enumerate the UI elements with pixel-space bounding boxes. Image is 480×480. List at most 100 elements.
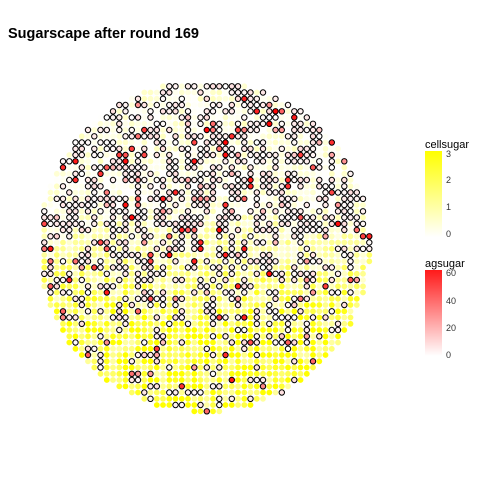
agent-point — [147, 170, 154, 178]
cell-point — [110, 170, 116, 177]
agent-point — [128, 114, 136, 121]
agent-point — [234, 170, 242, 178]
agent-point — [241, 283, 248, 290]
cell-point — [72, 345, 79, 352]
cell-point — [91, 227, 98, 233]
cell-point — [222, 395, 229, 402]
cell-point — [103, 120, 110, 127]
cell-point — [322, 270, 329, 277]
cell-point — [166, 345, 173, 352]
cell-point — [166, 202, 173, 208]
cell-point — [141, 314, 148, 321]
agent-point — [272, 233, 279, 240]
cell-point — [60, 295, 66, 302]
cell-point — [241, 320, 248, 327]
cell-point — [322, 277, 329, 283]
agent-point — [91, 239, 98, 246]
cell-point — [66, 195, 73, 202]
cell-point — [203, 164, 210, 171]
cell-point — [160, 327, 166, 333]
agent-point — [241, 133, 248, 140]
cell-point — [135, 264, 141, 271]
cell-point — [266, 339, 273, 346]
agent-point — [134, 226, 142, 234]
agent-point — [141, 239, 148, 246]
cell-point — [91, 339, 98, 346]
agent-point — [303, 258, 310, 265]
cell-point — [60, 214, 66, 221]
cell-point — [191, 370, 198, 377]
agent-point — [284, 195, 292, 203]
cell-point — [316, 289, 323, 296]
cell-point — [128, 195, 135, 202]
agent-point — [228, 376, 236, 384]
cell-point — [235, 333, 241, 340]
agent-point — [116, 301, 123, 309]
agent-point — [103, 139, 111, 146]
agent-point — [134, 214, 142, 221]
cell-point — [141, 252, 148, 258]
agent-point — [272, 258, 279, 265]
cell-point — [210, 252, 216, 258]
cell-point — [235, 102, 241, 108]
cell-point — [72, 227, 79, 233]
cell-point — [253, 358, 260, 365]
chart-title: Sugarscape after round 169 — [8, 26, 199, 42]
cell-point — [197, 108, 204, 115]
cell-point — [41, 264, 48, 271]
agent-point — [247, 258, 254, 265]
agent-point — [228, 264, 236, 271]
cell-point — [278, 152, 285, 158]
cell-point — [147, 95, 154, 102]
cell-point — [266, 214, 273, 221]
agent-point — [309, 270, 317, 277]
cell-point — [103, 320, 110, 327]
agent-point — [259, 139, 267, 146]
cell-point — [53, 208, 60, 215]
agent-point — [241, 158, 248, 165]
agent-point — [303, 320, 310, 327]
agent-point — [247, 101, 254, 109]
cell-point — [147, 89, 154, 96]
cell-point — [53, 270, 60, 277]
agent-point — [253, 139, 260, 146]
cell-point — [53, 239, 60, 246]
agent-point — [278, 183, 285, 190]
agent-point — [97, 208, 104, 215]
agent-point — [197, 214, 204, 221]
agent-point — [203, 83, 211, 90]
cell-point — [241, 208, 248, 215]
cell-point — [178, 270, 185, 277]
cell-point — [347, 320, 354, 327]
cell-point — [172, 95, 179, 102]
agent-point — [216, 133, 223, 140]
cell-point — [210, 389, 216, 396]
agent-point — [241, 176, 248, 184]
agent-point — [109, 283, 117, 290]
agent-point — [147, 270, 154, 277]
cell-point — [197, 352, 204, 358]
cell-point — [153, 264, 160, 271]
agent-point — [316, 195, 323, 203]
cell-point — [310, 295, 316, 302]
agent-point — [59, 183, 67, 190]
cell-point — [85, 170, 91, 177]
agent-point — [353, 245, 360, 253]
cell-point — [172, 283, 179, 290]
agent-point — [184, 226, 192, 234]
agent-point — [147, 114, 154, 121]
cell-point — [103, 358, 110, 365]
agent-point — [222, 208, 229, 215]
agent-point — [316, 158, 323, 165]
agent-point — [241, 114, 248, 121]
agent-point — [134, 189, 142, 196]
agent-point — [209, 170, 217, 178]
agent-point — [291, 264, 298, 271]
cell-point — [203, 89, 210, 96]
agent-point — [241, 95, 248, 103]
cell-point — [247, 358, 254, 365]
cell-point — [110, 183, 116, 190]
cell-point — [122, 333, 129, 340]
agent-point — [241, 239, 248, 246]
cell-point — [291, 245, 298, 252]
